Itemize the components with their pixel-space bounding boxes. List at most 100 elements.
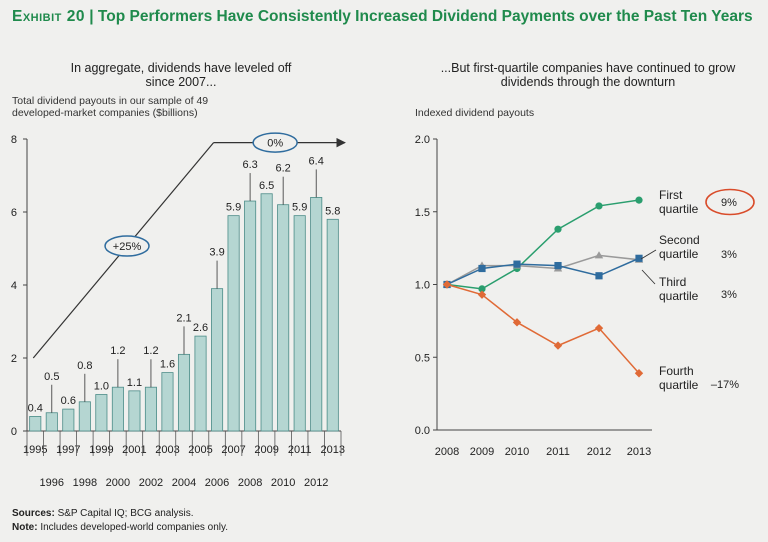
series-label-first-line1: First: [659, 188, 683, 202]
value-label-2000: 1.2: [110, 345, 125, 357]
highlight-oval: [705, 188, 755, 216]
point-third-2013: [635, 254, 643, 262]
x-tick-label-2004: 2004: [172, 477, 196, 489]
note-text: Includes developed-world companies only.: [40, 522, 229, 533]
right-x-tick-label-2008: 2008: [435, 446, 459, 458]
series-growth-fourth: –17%: [711, 379, 739, 391]
value-label-2009: 6.5: [259, 180, 274, 192]
sources-line: Sources: S&P Capital IQ; BCG analysis.: [12, 508, 194, 519]
bar-2004: [177, 353, 191, 432]
x-tick-label-2013: 2013: [320, 444, 344, 456]
right-chart-subtitle: ...But first-quartile companies have con…: [440, 61, 736, 89]
right-y-tick-label: 1.0: [415, 280, 430, 292]
bar-2013: [326, 218, 339, 432]
series-label-second-line1: Second: [659, 233, 700, 247]
x-tick-label-2007: 2007: [221, 444, 245, 456]
value-label-2001: 1.1: [127, 377, 142, 389]
x-tick-label-2005: 2005: [188, 444, 212, 456]
value-label-1998: 0.8: [77, 360, 92, 372]
left-chart-ylabel: Total dividend payouts in our sample of …: [12, 95, 209, 119]
series-line-second: [446, 254, 640, 286]
left-y-tick-label: 8: [11, 134, 17, 146]
bar-2008: [244, 200, 257, 432]
value-label-1995: 0.4: [28, 402, 43, 414]
series-label-second-line2: quartile: [659, 247, 699, 261]
point-fourth-2008: [442, 280, 452, 289]
x-tick-label-2000: 2000: [106, 477, 130, 489]
x-tick-label-2009: 2009: [254, 444, 278, 456]
right-x-tick-label-2012: 2012: [587, 446, 611, 458]
right-chart-ylabel: Indexed dividend payouts: [415, 107, 535, 119]
series-line-first: [446, 199, 640, 290]
bar-2005: [194, 335, 207, 432]
series-leader-line: [640, 249, 657, 260]
x-tick-label-1997: 1997: [56, 444, 80, 456]
bar-1995: [29, 415, 42, 432]
bar-2000: [111, 386, 124, 432]
annotation-growth-early: +25%: [113, 241, 142, 253]
right-y-tick-label: 0.0: [415, 425, 430, 437]
x-tick-label-2008: 2008: [238, 477, 262, 489]
bar-2009: [260, 193, 273, 432]
bar-2006: [211, 288, 224, 432]
value-label-2008: 6.3: [242, 159, 257, 171]
value-label-1997: 0.6: [61, 395, 76, 407]
right-x-tick-label-2010: 2010: [505, 446, 529, 458]
left-y-tick-label: 6: [11, 207, 17, 219]
value-label-2004: 2.1: [176, 312, 191, 324]
series-line-third: [446, 257, 640, 286]
point-third-2011: [554, 261, 562, 270]
left-y-tick-label: 2: [11, 353, 17, 365]
point-third-2012: [595, 272, 603, 280]
note-label: Note:: [12, 522, 38, 533]
point-first-2011: [554, 225, 562, 233]
left-y-tick-label: 0: [11, 426, 17, 438]
series-leader-line: [641, 269, 656, 285]
x-tick-label-1999: 1999: [89, 444, 113, 456]
x-tick-label-2003: 2003: [155, 444, 179, 456]
bar-1996: [45, 412, 58, 432]
exhibit-number: Exhibit 20: [12, 8, 85, 25]
series-line-fourth: [446, 283, 640, 374]
note-line: Note: Includes developed-world companies…: [12, 522, 228, 533]
sources-label: Sources:: [12, 508, 55, 519]
series-growth-third: 3%: [721, 289, 737, 301]
bar-1999: [95, 394, 108, 432]
x-tick-label-1996: 1996: [40, 477, 64, 489]
x-tick-label-1995: 1995: [23, 444, 47, 456]
annotation-growth-late: 0%: [267, 138, 283, 150]
sources-text: S&P Capital IQ; BCG analysis.: [57, 508, 194, 519]
point-first-2013: [635, 196, 643, 204]
annotation-oval: [252, 132, 298, 153]
point-fourth-2011: [553, 341, 563, 350]
x-tick-label-2006: 2006: [205, 477, 229, 489]
series-label-fourth-line1: Fourth: [659, 364, 694, 378]
left-chart-subtitle: In aggregate, dividends have leveled off…: [70, 61, 292, 89]
value-label-2013: 5.8: [325, 205, 340, 217]
value-label-1999: 1.0: [94, 381, 109, 393]
value-label-2006: 3.9: [209, 247, 224, 259]
point-first-2012: [595, 202, 603, 210]
bar-2003: [161, 372, 174, 432]
point-fourth-2009: [477, 290, 487, 299]
series-label-third-line2: quartile: [659, 289, 699, 303]
x-tick-label-2011: 2011: [288, 444, 312, 456]
right-x-tick-label-2009: 2009: [470, 446, 494, 458]
point-fourth-2010: [512, 318, 522, 327]
bar-2007: [227, 215, 240, 432]
annotation-oval: [104, 235, 150, 257]
value-label-2011: 5.9: [292, 202, 307, 214]
x-tick-label-2012: 2012: [304, 477, 328, 489]
point-fourth-2012: [594, 323, 604, 333]
bar-2010: [277, 204, 290, 432]
bar-2012: [310, 196, 323, 432]
value-label-2012: 6.4: [309, 155, 324, 167]
bar-2011: [293, 215, 306, 432]
value-label-2002: 1.2: [143, 345, 158, 357]
point-third-2009: [478, 264, 486, 273]
bar-1997: [62, 408, 75, 432]
point-third-2010: [513, 260, 521, 268]
bar-2001: [128, 390, 141, 432]
point-first-2009: [478, 285, 486, 293]
